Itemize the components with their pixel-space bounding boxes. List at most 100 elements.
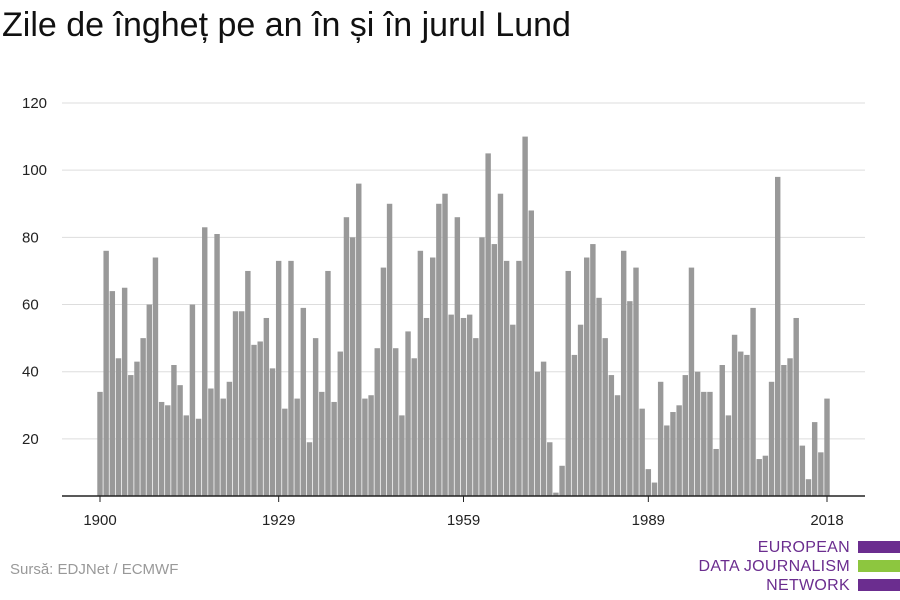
bar[interactable]: 1981: 62 xyxy=(596,297,602,496)
bar[interactable]: 1935: 50 xyxy=(312,338,319,496)
bar[interactable]: 1997: 40 xyxy=(694,371,701,496)
bar[interactable]: 1975: 12 xyxy=(559,465,565,496)
bar[interactable]: 2001: 42 xyxy=(719,365,725,496)
bar[interactable]: 1959: 56 xyxy=(460,317,467,496)
bar[interactable]: 1986: 61 xyxy=(627,301,633,496)
bar[interactable]: 1993: 28 xyxy=(670,412,676,496)
bar[interactable]: 1955: 90 xyxy=(436,203,442,496)
bar[interactable]: 1928: 41 xyxy=(269,368,276,496)
bar[interactable]: 1908: 60 xyxy=(146,304,152,496)
bar[interactable]: 1969: 110 xyxy=(522,136,528,497)
bar[interactable]: 1931: 73 xyxy=(288,260,294,496)
bar[interactable]: 2004: 46 xyxy=(738,351,744,496)
bar[interactable]: 2006: 59 xyxy=(750,307,756,496)
bar[interactable]: 1994: 30 xyxy=(676,405,682,496)
bar[interactable]: 1923: 58 xyxy=(238,311,245,496)
bar[interactable]: 1974: 4 xyxy=(553,492,559,496)
bar[interactable]: 1988: 29 xyxy=(639,408,645,496)
bar[interactable]: 1932: 32 xyxy=(294,398,300,496)
bar[interactable]: 1934: 19 xyxy=(306,442,313,496)
bar[interactable]: 1930: 29 xyxy=(282,408,288,496)
bar[interactable]: 1911: 30 xyxy=(165,405,171,496)
bar[interactable]: 1983: 39 xyxy=(608,375,615,496)
bar[interactable]: 1921: 37 xyxy=(226,381,233,496)
bar[interactable]: 1968: 73 xyxy=(516,260,522,496)
bar[interactable]: 2010: 98 xyxy=(775,176,781,496)
bar[interactable]: 2012: 44 xyxy=(787,358,793,496)
bar[interactable]: 1978: 54 xyxy=(577,324,584,496)
bar[interactable]: 1958: 86 xyxy=(454,217,461,496)
bar[interactable]: 2000: 17 xyxy=(713,448,719,496)
bar[interactable]: 1962: 80 xyxy=(479,237,485,496)
bar[interactable]: 1924: 70 xyxy=(245,270,251,496)
bar[interactable]: 1937: 70 xyxy=(325,270,331,496)
bar[interactable]: 1951: 44 xyxy=(411,358,417,496)
bar[interactable]: 1947: 90 xyxy=(386,203,393,496)
bar[interactable]: 2007: 14 xyxy=(756,459,762,496)
bar[interactable]: 1948: 47 xyxy=(393,348,399,496)
bar[interactable]: 1967: 54 xyxy=(510,324,516,496)
bar[interactable]: 1919: 81 xyxy=(214,234,220,496)
bar[interactable]: 1936: 34 xyxy=(319,391,325,496)
bar[interactable]: 1961: 50 xyxy=(473,338,479,496)
bar[interactable]: 1998: 34 xyxy=(701,391,707,496)
bar[interactable]: 1999: 34 xyxy=(707,391,713,496)
bar[interactable]: 1925: 48 xyxy=(251,344,257,496)
bar[interactable]: 1949: 27 xyxy=(399,415,405,496)
bar[interactable]: 1939: 46 xyxy=(337,351,343,496)
bar[interactable]: 1945: 47 xyxy=(374,348,380,496)
bar[interactable]: 2013: 56 xyxy=(793,317,799,496)
bar[interactable]: 2015: 8 xyxy=(805,479,812,496)
bar[interactable]: 1982: 50 xyxy=(602,338,608,496)
bar[interactable]: 1918: 35 xyxy=(208,388,214,496)
bar[interactable]: 1964: 78 xyxy=(491,244,498,496)
bar[interactable]: 1946: 71 xyxy=(380,267,387,496)
bar[interactable]: 1952: 76 xyxy=(417,250,424,496)
bar[interactable]: 1915: 60 xyxy=(189,304,196,496)
bar[interactable]: 1912: 42 xyxy=(171,365,177,496)
bar[interactable]: 1963: 105 xyxy=(485,153,491,496)
bar[interactable]: 1904: 65 xyxy=(121,287,128,496)
bar[interactable]: 1901: 76 xyxy=(103,250,109,496)
bar[interactable]: 1942: 96 xyxy=(356,183,362,496)
bar[interactable]: 1913: 36 xyxy=(177,385,183,496)
edjnet-logo[interactable]: EUROPEAN DATA JOURNALISM NETWORK xyxy=(699,533,900,594)
bar[interactable]: 1960: 57 xyxy=(466,314,473,496)
bar[interactable]: 1965: 93 xyxy=(497,193,504,496)
bar[interactable]: 1902: 64 xyxy=(109,291,116,496)
bar[interactable]: 2008: 15 xyxy=(762,455,769,496)
bar[interactable]: 1917: 83 xyxy=(202,227,208,497)
bar[interactable]: 1985: 76 xyxy=(620,250,627,496)
bar[interactable]: 1929: 73 xyxy=(275,260,282,496)
bar[interactable]: 1991: 37 xyxy=(657,381,664,496)
bar[interactable]: 2009: 37 xyxy=(768,381,775,496)
bar[interactable]: 1992: 24 xyxy=(664,425,670,496)
bar[interactable]: 1971: 40 xyxy=(534,371,541,496)
bar[interactable]: 1944: 33 xyxy=(368,395,374,496)
bar[interactable]: 1989: 11 xyxy=(645,469,652,496)
bar[interactable]: 1920: 32 xyxy=(220,398,226,496)
bar[interactable]: 1995: 39 xyxy=(682,375,689,496)
bar[interactable]: 1916: 26 xyxy=(195,418,202,496)
bar[interactable]: 1990: 7 xyxy=(651,482,658,496)
bar[interactable]: 1996: 71 xyxy=(688,267,695,496)
bar[interactable]: 1977: 45 xyxy=(571,354,578,496)
bar[interactable]: 1938: 31 xyxy=(331,401,337,496)
bar[interactable]: 1956: 93 xyxy=(442,193,448,496)
bar[interactable]: 1987: 71 xyxy=(633,267,639,496)
bar[interactable]: 2016: 25 xyxy=(811,422,818,496)
bar[interactable]: 1906: 43 xyxy=(134,361,140,496)
bar[interactable]: 2018: 32 xyxy=(824,398,830,496)
bar[interactable]: 2002: 27 xyxy=(725,415,732,496)
bar[interactable]: 1940: 86 xyxy=(343,217,350,496)
bar[interactable]: 2011: 42 xyxy=(781,365,787,496)
bar[interactable]: 1966: 73 xyxy=(503,260,510,496)
bar[interactable]: 1976: 70 xyxy=(565,270,571,496)
bar[interactable]: 1979: 74 xyxy=(584,257,590,496)
bar[interactable]: 1984: 33 xyxy=(614,395,621,496)
bar[interactable]: 1910: 31 xyxy=(158,401,165,496)
bar[interactable]: 1926: 49 xyxy=(257,341,263,496)
bar[interactable]: 2014: 18 xyxy=(799,445,806,496)
bar[interactable]: 2017: 16 xyxy=(818,452,824,496)
bar[interactable]: 1950: 52 xyxy=(405,331,411,496)
